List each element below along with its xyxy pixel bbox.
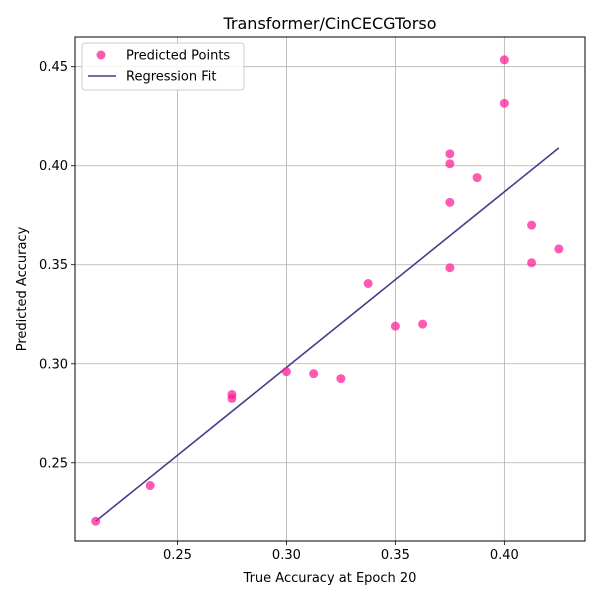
legend-label-predicted-points: Predicted Points [126, 49, 230, 64]
data-point [445, 159, 455, 169]
data-point [472, 173, 482, 183]
data-points [91, 55, 564, 526]
y-axis-ticks: 0.25 0.30 0.35 0.40 0.45 [39, 60, 75, 471]
x-tick-label: 0.40 [490, 548, 519, 563]
regression-line-group [95, 147, 560, 522]
data-point [527, 258, 537, 268]
data-point [527, 220, 537, 230]
data-point [145, 481, 155, 491]
data-point [336, 374, 346, 384]
y-tick-label: 0.25 [39, 456, 68, 471]
data-point [445, 197, 455, 207]
data-point [499, 55, 509, 65]
legend-label-regression-fit: Regression Fit [126, 70, 216, 85]
legend: Predicted Points Regression Fit [81, 42, 245, 91]
y-tick-label: 0.30 [39, 357, 68, 372]
x-tick-label: 0.35 [381, 548, 410, 563]
data-point [554, 244, 564, 254]
y-tick-label: 0.35 [39, 258, 68, 273]
legend-box [81, 42, 245, 91]
data-point [309, 369, 319, 379]
data-point [445, 263, 455, 273]
x-tick-label: 0.30 [272, 548, 301, 563]
data-point [363, 279, 373, 289]
regression-line [95, 147, 560, 522]
data-point [91, 516, 101, 526]
plot-frame [74, 36, 586, 542]
y-axis-label: Predicted Accuracy [15, 226, 30, 351]
x-tick-label: 0.25 [163, 548, 192, 563]
data-point [390, 321, 400, 331]
data-point [281, 367, 291, 377]
chart-title: Transformer/CinCECGTorso [223, 14, 437, 33]
x-axis-label: True Accuracy at Epoch 20 [243, 571, 417, 586]
data-point [418, 319, 428, 329]
y-tick-label: 0.40 [39, 159, 68, 174]
y-tick-label: 0.45 [39, 60, 68, 75]
data-point [499, 98, 509, 108]
legend-marker-predicted-points [96, 50, 106, 60]
x-axis-ticks: 0.25 0.30 0.35 0.40 [163, 541, 519, 563]
data-point [227, 393, 237, 403]
data-point [445, 149, 455, 159]
